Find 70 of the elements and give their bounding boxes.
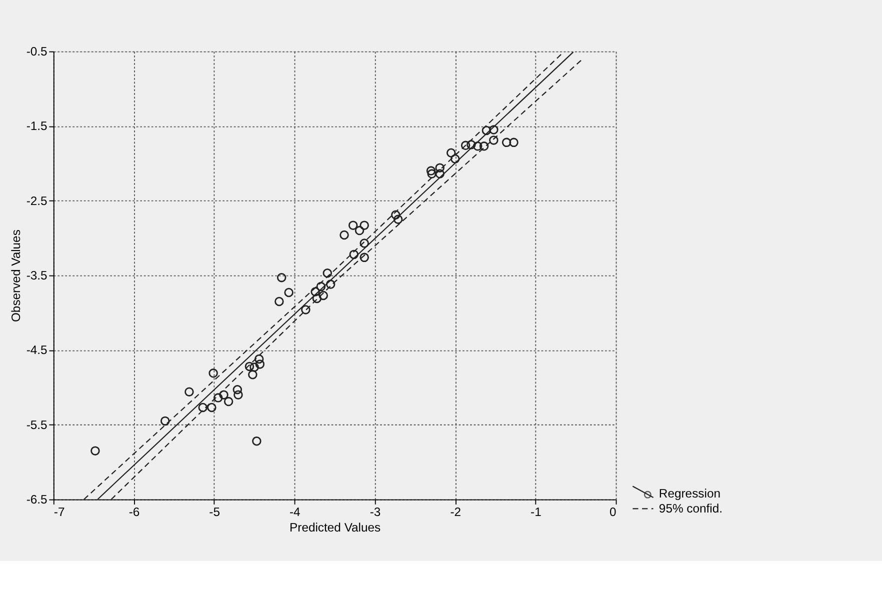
point [340,230,349,240]
point [208,368,218,378]
y-tick-label: -6.5 [26,492,48,507]
point [509,138,518,148]
point [472,142,482,151]
point [284,288,294,298]
point [312,294,322,304]
point [316,282,326,292]
x-tick-label: -7 [54,504,65,519]
x-tick-label: -5 [209,504,220,519]
point [360,252,369,262]
x-tick-label: -1 [530,504,542,519]
point [391,210,400,220]
point [489,136,498,145]
y-tick-label: -4.5 [26,343,48,358]
point [232,384,242,394]
y-tick-label: -0.5 [26,44,48,59]
point [160,416,170,426]
point [354,226,364,236]
point [450,154,460,164]
point [318,290,328,300]
point [360,238,369,248]
point [214,393,223,402]
point [244,362,254,372]
x-tick-label: 0 [609,504,616,519]
y-tick-label: -1.5 [26,119,48,134]
point [426,166,436,176]
point [466,140,476,150]
point [234,390,243,400]
y-tick-label: -3.5 [26,268,48,283]
point [219,390,228,400]
point [250,362,259,372]
point [254,354,264,364]
x-tick-label: -6 [128,504,140,519]
point [348,220,358,230]
x-tick-label: -4 [290,504,301,519]
point [252,436,262,446]
point [198,402,208,412]
point [489,125,498,134]
point [224,396,234,406]
point [322,268,332,278]
point [446,148,456,158]
point [360,220,369,230]
point [310,287,320,296]
y-axis-title: Observed Values [8,230,23,322]
point [460,140,470,150]
point [349,250,359,260]
point [393,214,403,224]
point [274,296,284,306]
point [301,305,310,314]
point [427,169,436,178]
point [255,360,265,369]
point [184,387,194,396]
x-axis-title: Predicted Values [290,520,381,535]
point [326,280,336,289]
x-tick-label: -2 [450,504,462,519]
legend-label: 95% confid. [658,501,723,516]
point [207,402,216,412]
point [482,126,492,136]
point [502,138,512,148]
y-tick-label: -2.5 [26,194,48,208]
legend-label: Regression [658,486,720,500]
point [248,370,258,380]
point [479,142,489,151]
point [90,446,100,456]
point [435,169,444,178]
x-tick-label: -3 [370,504,381,519]
point [276,272,286,282]
point [435,163,444,172]
y-tick-label: -5.5 [26,418,48,432]
